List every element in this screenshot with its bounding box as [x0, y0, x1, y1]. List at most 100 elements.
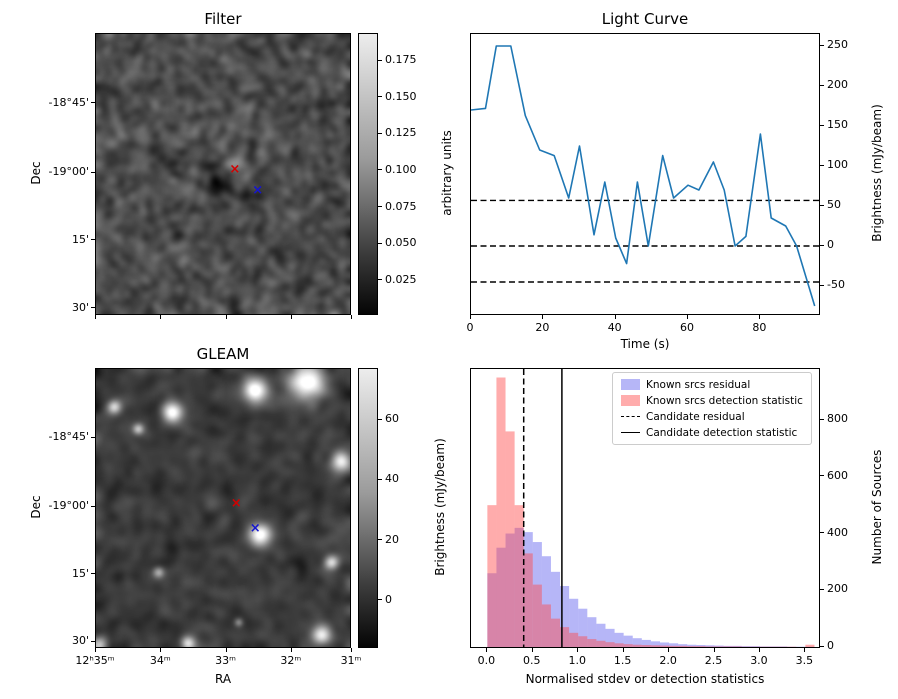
light-curve-ytick-label: 100: [827, 158, 848, 171]
filter-colorbar-label: arbitrary units: [440, 130, 454, 216]
hist-bar-detection: [514, 505, 524, 647]
legend-patch-swatch: [621, 379, 640, 390]
hist-bar-residual: [723, 645, 733, 647]
filter-colorbar-tick-mark: [378, 242, 382, 244]
histogram-ytick-label: 800: [827, 412, 848, 426]
filter-ytick-mark: [91, 102, 95, 104]
light-curve-ytick-mark: [820, 164, 824, 166]
histogram-ylabel: Number of Sources: [870, 449, 884, 565]
hist-bar-detection: [732, 646, 742, 647]
hist-bar-detection: [723, 646, 733, 647]
light-curve-xtick-label: 80: [752, 321, 767, 334]
light-curve-ytick-mark: [820, 124, 824, 126]
legend-label: Candidate detection statistic: [646, 426, 798, 439]
gleam-colorbar-tick-mark: [378, 599, 382, 601]
filter-colorbar: [358, 33, 378, 315]
light-curve-ylabel: Brightness (mJy/beam): [870, 104, 884, 242]
hist-bar-detection: [587, 639, 597, 647]
light-curve-xtick-label: 40: [607, 321, 622, 334]
gleam-xtick-label: 12ʰ35ᵐ: [75, 654, 115, 667]
gleam-ytick-label: -19°00': [48, 499, 90, 513]
filter-title: Filter: [204, 10, 242, 28]
legend-line-sample: [621, 432, 640, 433]
histogram-xtick-label: 2.5: [704, 654, 723, 667]
hist-bar-residual: [541, 556, 551, 647]
histogram-xtick-label: 1.0: [568, 654, 586, 667]
hist-bar-residual: [632, 638, 642, 647]
hist-bar-residual: [778, 646, 788, 647]
light-curve-xtick-mark: [470, 315, 471, 319]
hist-bar-residual: [659, 642, 670, 647]
filter-xtick-mark: [160, 315, 162, 319]
gleam-colorbar-label: Brightness (mJy/beam): [433, 438, 447, 576]
hist-bar-residual: [669, 643, 679, 647]
legend-item: Known srcs residual: [621, 378, 803, 391]
histogram-xtick-mark: [713, 648, 715, 652]
hist-bar-residual: [587, 617, 597, 647]
light-curve-ytick-mark: [820, 204, 824, 206]
gleam-colorbar: [358, 368, 378, 648]
hist-bar-detection: [560, 627, 570, 647]
hist-bar-detection: [705, 646, 715, 647]
hist-bar-detection: [687, 646, 697, 647]
gleam-colorbar-tick-mark: [378, 478, 382, 480]
histogram-xtick-mark: [486, 648, 488, 652]
histogram-xtick-mark: [577, 648, 579, 652]
hist-bar-residual: [532, 542, 542, 647]
hist-bar-residual: [769, 646, 779, 647]
filter-xtick-mark: [290, 315, 292, 319]
light-curve-title: Light Curve: [601, 10, 689, 28]
histogram-xtick-mark: [804, 648, 806, 652]
gleam-ytick-mark: [91, 640, 95, 642]
hist-bar-detection: [596, 640, 606, 647]
hist-bar-detection: [541, 604, 551, 647]
legend-label: Candidate residual: [646, 410, 745, 423]
gleam-xtick-mark: [225, 648, 227, 652]
filter-colorbar-tick-label: 0.100: [385, 162, 417, 176]
light-curve-ytick-label: 250: [827, 38, 848, 51]
hist-bar-detection: [632, 644, 642, 647]
hist-bar-residual: [759, 646, 770, 647]
legend-item: Candidate detection statistic: [621, 426, 803, 439]
gleam-colorbar-tick-mark: [378, 418, 382, 420]
hist-bar-detection: [569, 632, 579, 647]
hist-bar-detection: [523, 553, 533, 647]
light-curve-xtick-label: 0: [466, 321, 474, 334]
filter-colorbar-tick-label: 0.050: [385, 236, 417, 250]
filter-ytick-mark: [91, 171, 95, 173]
hist-bar-detection: [605, 642, 615, 647]
hist-bar-detection: [578, 636, 588, 647]
hist-bar-residual: [750, 646, 760, 647]
hist-bar-detection: [659, 645, 670, 647]
filter-ytick-label: -19°00': [48, 165, 90, 179]
histogram-ytick-mark: [820, 588, 824, 590]
light-curve-ytick-label: 200: [827, 78, 848, 91]
light-curve-ytick-mark: [820, 284, 824, 286]
histogram-ytick-mark: [820, 475, 824, 477]
histogram-ytick-label: 600: [827, 468, 848, 482]
known-source-marker-blue: ×: [249, 520, 261, 536]
gleam-ytick-mark: [91, 436, 95, 438]
gleam-colorbar-tick-label: 40: [385, 472, 399, 486]
hist-bar-detection: [532, 584, 542, 647]
hist-bar-residual: [741, 646, 751, 647]
hist-bar-residual: [696, 645, 706, 647]
gleam-xtick-label: 33ᵐ: [215, 654, 236, 667]
light-curve-series: [471, 45, 816, 307]
filter-colorbar-tick-mark: [378, 169, 382, 171]
hist-bar-detection: [641, 645, 651, 647]
legend-label: Known srcs residual: [646, 378, 751, 391]
histogram-xtick-label: 0.5: [523, 654, 541, 667]
histogram-xlabel: Normalised stdev or detection statistics: [525, 672, 765, 686]
filter-colorbar-tick-label: 0.175: [385, 53, 417, 67]
light-curve-ytick-label: 150: [827, 118, 848, 131]
filter-colorbar-tick-mark: [378, 96, 382, 98]
hist-bar-detection: [714, 646, 724, 647]
light-curve-ytick-label: 50: [827, 198, 841, 211]
filter-xtick-mark: [225, 315, 227, 319]
histogram-ytick-mark: [820, 532, 824, 534]
hist-bar-residual: [505, 533, 515, 647]
hist-bar-detection: [669, 645, 679, 647]
hist-bar-detection: [650, 645, 660, 647]
legend-label: Known srcs detection statistic: [646, 394, 803, 407]
